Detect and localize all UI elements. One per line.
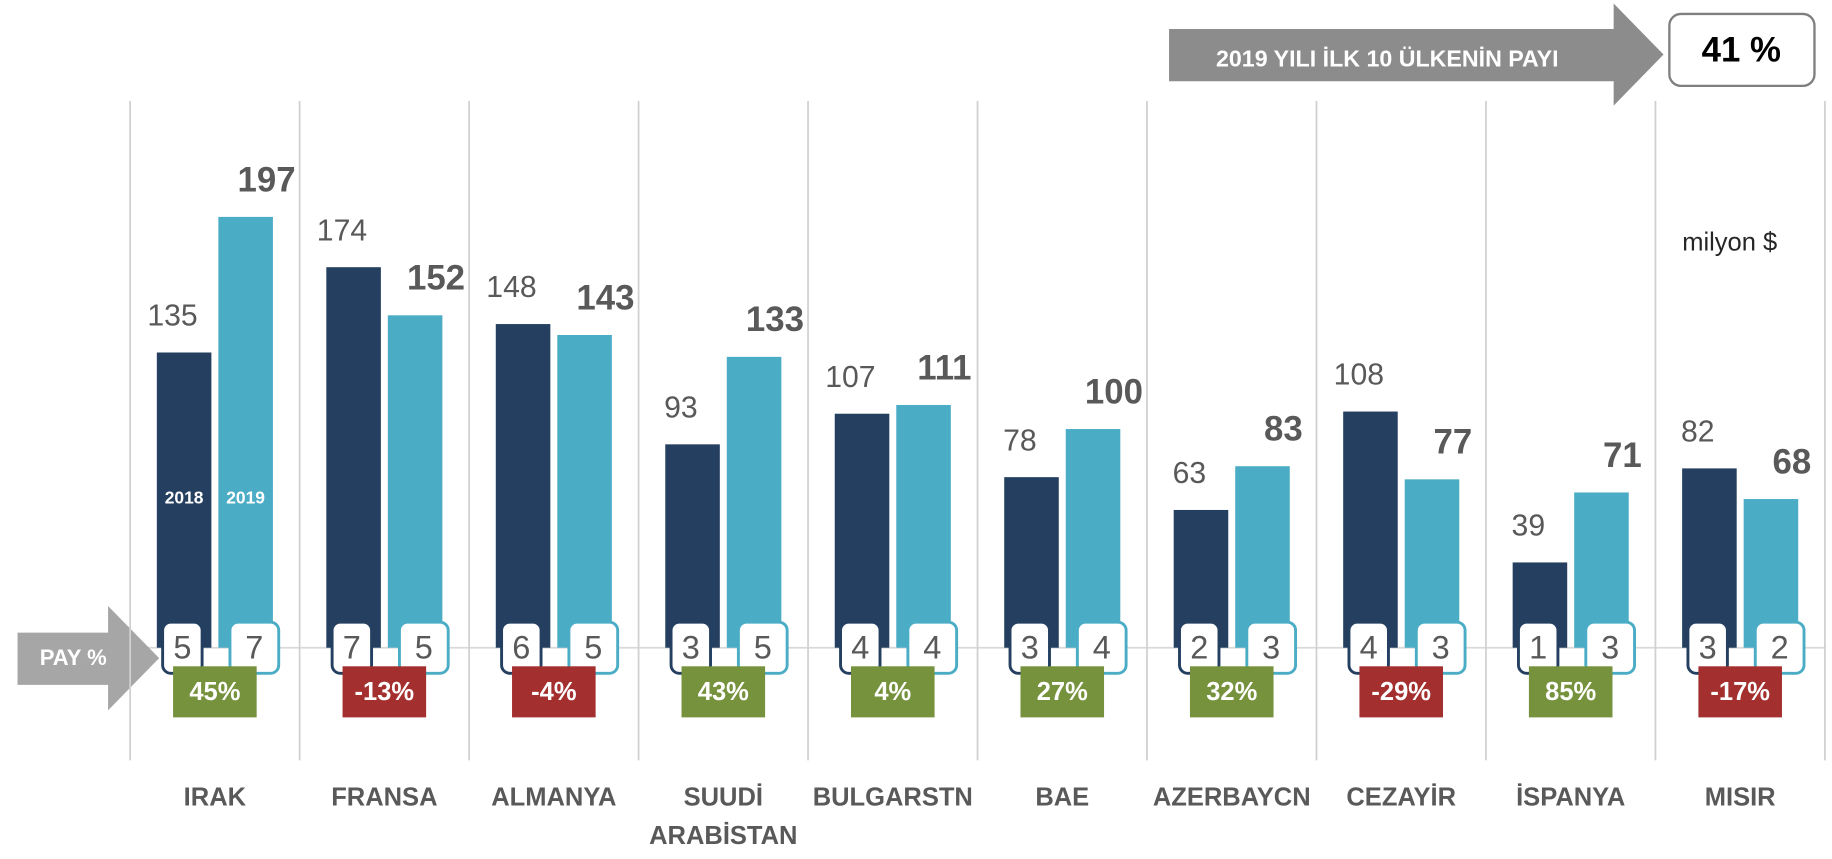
value-label-2019: 133 — [746, 300, 804, 339]
category-line: SUUDİ — [684, 783, 763, 811]
share-value: 1 — [1529, 630, 1547, 666]
bar — [156, 352, 212, 648]
value-label-2018: 93 — [664, 391, 698, 424]
value-label-2019: 143 — [576, 278, 634, 317]
bar — [1065, 429, 1121, 648]
bar — [1235, 466, 1290, 648]
bar — [665, 444, 720, 648]
category-label: AZERBAYCN — [1153, 783, 1311, 811]
share-value: 6 — [512, 630, 530, 666]
value-label-2019: 197 — [237, 160, 295, 199]
change-box — [1528, 666, 1613, 718]
unit-label: milyon $ — [1682, 229, 1777, 257]
bar — [1343, 411, 1398, 648]
category-label: BAE — [1035, 783, 1089, 811]
share-value: 4 — [1093, 630, 1111, 666]
bar — [495, 324, 551, 648]
value-label-2018: 78 — [1003, 424, 1037, 457]
share-value: 3 — [682, 630, 700, 666]
change-label: 43% — [698, 678, 749, 706]
change-box — [512, 666, 596, 718]
value-label-2018: 63 — [1173, 457, 1207, 490]
share-value: 5 — [415, 630, 433, 666]
share-value: 3 — [1699, 630, 1717, 666]
value-label-2019: 71 — [1603, 436, 1642, 475]
value-label-2019: 100 — [1085, 372, 1143, 411]
change-box — [1359, 666, 1444, 718]
share-value: 3 — [1262, 630, 1280, 666]
header-text: 2019 YILI İLK 10 ÜLKENİN PAYI — [1216, 45, 1559, 71]
change-label: 27% — [1037, 678, 1088, 706]
share-value: 4 — [851, 630, 869, 666]
share-label: PAY % — [40, 645, 107, 670]
change-label: 45% — [189, 678, 240, 706]
change-label: 4% — [874, 678, 911, 706]
change-label: -17% — [1710, 678, 1770, 706]
change-box — [681, 666, 766, 718]
share-value: 4 — [923, 630, 941, 666]
value-label-2019: 111 — [917, 348, 971, 387]
category-label: İSPANYA — [1516, 783, 1625, 811]
share-arrow — [17, 605, 160, 711]
share-value: 5 — [584, 630, 602, 666]
change-box — [850, 666, 935, 718]
bar — [326, 267, 381, 648]
share-value: 7 — [245, 630, 263, 666]
category-label: FRANSA — [331, 783, 437, 811]
category-label: ALMANYA — [491, 783, 616, 811]
share-value: 2 — [1771, 630, 1789, 666]
header-value: 41 % — [1702, 30, 1781, 69]
change-box — [1698, 666, 1782, 718]
value-label-2019: 83 — [1264, 410, 1303, 449]
share-value: 3 — [1432, 630, 1450, 666]
category-label: IRAK — [184, 783, 247, 811]
bar — [896, 404, 951, 648]
share-value: 4 — [1360, 630, 1378, 666]
value-label-2018: 82 — [1681, 416, 1715, 449]
value-label-2018: 107 — [825, 361, 875, 394]
share-value: 3 — [1601, 630, 1619, 666]
series-label: 2018 — [165, 488, 204, 508]
change-box — [173, 666, 257, 718]
change-label: 32% — [1206, 678, 1257, 706]
share-value: 3 — [1021, 630, 1039, 666]
share-value: 5 — [754, 630, 772, 666]
value-label-2018: 39 — [1512, 510, 1546, 543]
bar — [387, 315, 443, 648]
change-label: -29% — [1371, 678, 1431, 706]
share-value: 7 — [343, 630, 361, 666]
category-label: SUUDİ ARABİSTAN — [649, 783, 797, 849]
share-value: 5 — [173, 630, 191, 666]
share-value: 2 — [1190, 630, 1208, 666]
value-label-2019: 68 — [1772, 442, 1811, 481]
category-line: ARABİSTAN — [649, 822, 797, 850]
category-label: BULGARSTN — [813, 783, 973, 811]
category-label: CEZAYİR — [1346, 783, 1456, 811]
change-box — [342, 666, 427, 718]
bar — [557, 334, 612, 648]
value-label-2019: 77 — [1434, 423, 1473, 462]
bar — [834, 413, 890, 648]
value-label-2019: 152 — [407, 259, 465, 298]
change-label: 85% — [1545, 678, 1596, 706]
change-label: -13% — [355, 678, 415, 706]
change-box — [1189, 666, 1274, 718]
bar — [218, 216, 273, 648]
bar — [726, 356, 782, 648]
value-label-2018: 108 — [1334, 359, 1384, 392]
value-label-2018: 174 — [317, 214, 367, 247]
value-label-2018: 148 — [486, 271, 536, 304]
category-label: MISIR — [1705, 783, 1776, 811]
series-label: 2019 — [226, 488, 265, 508]
value-label-2018: 135 — [147, 300, 197, 333]
change-box — [1020, 666, 1105, 718]
header-box — [1668, 12, 1816, 88]
bar — [1404, 479, 1460, 648]
bar — [1004, 477, 1059, 648]
header-arrow — [1169, 3, 1664, 106]
change-label: -4% — [531, 678, 577, 706]
bar — [1682, 468, 1737, 648]
